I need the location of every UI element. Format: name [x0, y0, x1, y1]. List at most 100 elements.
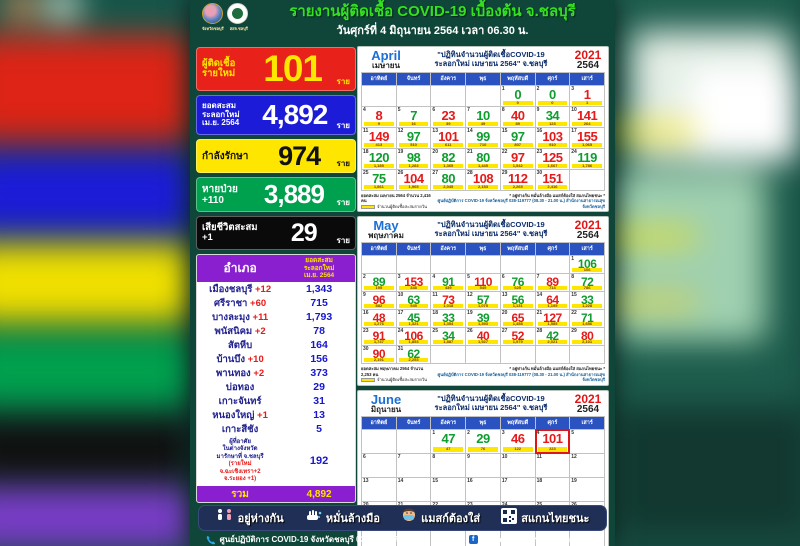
stat-card-deaths: เสียชีวิตสะสม +1 29 ราย	[196, 216, 356, 250]
day-number: 6	[363, 453, 366, 460]
calendar-day-cell: 22 97 1,542	[500, 149, 535, 169]
table-row: สัตหีบ 164	[197, 338, 355, 352]
cumulative-strip: 1,393	[468, 321, 498, 327]
weekday-header: พฤหัสบดี	[500, 243, 535, 256]
calendar-day-cell: 1 47 47	[431, 429, 466, 453]
daily-cases-value: 80	[476, 150, 490, 165]
stat-card-cum: ยอดสะสม ระลอกใหม่ เม.ย. 2564 4,892 ราย	[196, 95, 356, 135]
day-number: 11	[432, 292, 438, 299]
cumulative-strip: 16	[398, 121, 429, 126]
district-name: บ้านบึง +10	[216, 353, 264, 365]
calendar-day-cell: 25 34 1,887	[431, 328, 466, 346]
calendar-day-cell: 26 40 1,927	[466, 328, 500, 346]
day-number: 9	[536, 107, 540, 113]
cumulative-strip: 1,283	[398, 163, 429, 168]
district-name: เกาะสีชัง	[221, 423, 259, 435]
day-number: 1	[571, 256, 575, 263]
stat-unit: ราย	[336, 198, 350, 207]
calendar-header: May พฤษภาคม "ปฏิทินจำนวนผู้ติดเชื้อCOVID-1…	[361, 219, 605, 241]
prevention-bar: อยู่ห่างกัน หมั่นล้างมือ แมสก์ต้องใส่ สแกนไ…	[198, 505, 607, 531]
day-number: 29	[501, 170, 508, 176]
prevention-label: แมสก์ต้องใส่	[421, 513, 481, 525]
daily-cases-value: 29	[476, 430, 490, 446]
day-number: 12	[467, 292, 473, 299]
cumulative-strip: 39	[433, 121, 464, 126]
day-number: 25	[363, 170, 369, 176]
calendar-day-cell: 14 64 1,195	[535, 292, 570, 310]
district-value: 1,343	[305, 283, 333, 295]
cumulative-strip: 76	[468, 447, 498, 452]
stat-unit: ราย	[336, 159, 350, 168]
district-value: 156	[310, 353, 328, 365]
calendar-day-cell: 18 120 1,185	[362, 149, 396, 169]
legend: จำนวนผู้ติดเชื้อสะสมรายวัน	[361, 204, 431, 209]
calendar-day-cell: 31 62 2,253	[396, 346, 431, 364]
day-number: 28	[536, 328, 543, 335]
district-value: 1,793	[305, 311, 333, 323]
calendar-empty-cell	[396, 86, 431, 106]
day-number: 11	[536, 453, 542, 460]
cumulative-strip: 710	[468, 142, 498, 147]
calendar-day-cell: 13 56 1,131	[500, 292, 535, 310]
daily-cases-value: 34	[545, 108, 560, 123]
calendar-header: April เมษายน "ปฏิทินจำนวนผู้ติดเชื้อCOVID-…	[361, 49, 605, 71]
weekday-header: ศุกร์	[535, 73, 570, 85]
day-number: 14	[467, 128, 473, 134]
calendar-day-cell: 13 101 611	[431, 128, 466, 148]
calendar-day-cell: 15	[431, 477, 466, 501]
cumulative-strip: 2,191	[364, 357, 394, 363]
daily-cases-value: 10	[476, 108, 490, 123]
calendar-day-cell: 13	[362, 477, 396, 501]
year-th: 2564	[576, 403, 600, 415]
daily-cases-value: 23	[441, 108, 456, 123]
day-number: 16	[467, 477, 473, 484]
stat-card-recovered: หายป่วย +110 3,889 ราย	[196, 177, 356, 212]
daily-cases-value: 104	[403, 171, 424, 186]
calendar-day-cell: 12 57 1,075	[466, 292, 500, 310]
day-number: 13	[501, 292, 508, 299]
calendar-empty-cell	[570, 346, 604, 364]
year-en: 2021	[574, 48, 602, 62]
district-name: บ่อทอง	[225, 381, 255, 393]
cumulative-strip: 1,018	[433, 303, 464, 309]
cumulative-strip: 1,656	[572, 321, 602, 327]
month-total-text: ยอดสะสม เมษายน 2564 จำนวน 2,416 คน	[361, 193, 431, 204]
total-label: รวม	[231, 488, 249, 500]
cumulative-strip: 1,861	[364, 184, 394, 189]
district-value: 29	[313, 381, 325, 393]
calendar-day-cell: 20 82 1,365	[431, 149, 466, 169]
district-rows: เมืองชลบุรี +12 1,343 ศรีราชา +60 715 บางละม…	[197, 282, 355, 436]
phone-icon	[206, 535, 215, 544]
day-number: 5	[397, 107, 401, 113]
district-value: 5	[316, 423, 323, 435]
stat-label: เสียชีวิตสะสม +1	[202, 221, 258, 243]
logos: จังหวัดชลบุรี สสจ.ชลบุรี	[197, 3, 253, 32]
stats-column: ผู้ติดเชื้อ รายใหม่ 101 ราย ยอดสะสม ระลอกใหม่…	[196, 47, 356, 503]
calendar-day-cell: 15 97 807	[500, 128, 535, 148]
contact-note: ศูนย์ปฏิบัติการ COVID-19 จังหวัดชลบุรี 0…	[437, 198, 605, 209]
footer: ศูนย์ปฏิบัติการ COVID-19 จังหวัดชลบุรี 0…	[190, 533, 615, 546]
table-row: เกาะสีชัง 5	[197, 422, 355, 436]
cumulative-strip: 1,065	[572, 142, 602, 147]
day-number: 23	[363, 328, 369, 335]
daily-cases-value: 151	[542, 171, 563, 186]
year-th: 2564	[576, 60, 600, 71]
handwash-icon	[305, 508, 322, 528]
calendar-empty-cell	[466, 346, 500, 364]
calendar-day-cell: 2 89 195	[362, 274, 396, 292]
district-value: 373	[310, 367, 328, 379]
weekday-header: พุธ	[466, 73, 500, 85]
cumulative-strip: 2,045	[433, 184, 464, 189]
calendar-day-cell: 21 127 1,585	[535, 310, 570, 328]
cumulative-strip: 611	[433, 142, 464, 147]
calendar-empty-cell	[466, 256, 500, 274]
day-number: 2	[467, 429, 470, 436]
day-number: 16	[536, 128, 543, 134]
month-total-text: ยอดสะสม พฤษภาคม 2564 จำนวน 2,253 คน	[361, 366, 424, 377]
value-col-header: ยอดสะสม ระลอกใหม่ เม.ย. 2564	[303, 257, 335, 280]
stat-label: กำลังรักษา	[202, 150, 249, 162]
